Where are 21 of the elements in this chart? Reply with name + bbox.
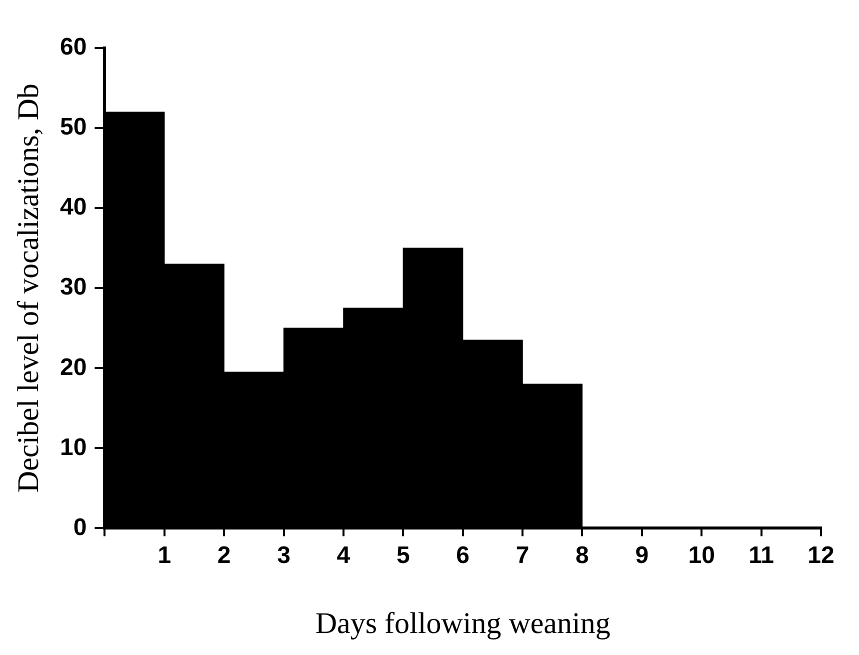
x-tick-label: 3 xyxy=(277,542,290,570)
y-tick-label: 30 xyxy=(60,274,87,301)
x-tick-label: 10 xyxy=(688,542,715,570)
x-tick-label: 11 xyxy=(748,542,774,570)
x-tick-label: 1 xyxy=(158,542,172,570)
y-tick-label: 10 xyxy=(60,434,87,461)
x-tick-label: 4 xyxy=(336,542,351,570)
y-axis-title: Decibel level of vocalizations, Db xyxy=(12,84,45,493)
x-tick-label: 8 xyxy=(576,542,589,570)
y-tick-label: 20 xyxy=(60,354,87,381)
y-tick-label: 60 xyxy=(60,34,87,61)
y-tick-label: 40 xyxy=(60,194,87,221)
x-tick-label: 6 xyxy=(456,542,470,570)
x-tick-label: 5 xyxy=(396,542,410,570)
x-tick-label: 2 xyxy=(217,542,231,570)
y-tick-label: 50 xyxy=(60,114,87,141)
x-tick-label: 12 xyxy=(808,542,834,570)
y-tick-label: 0 xyxy=(73,514,87,541)
x-axis-title: Days following weaning xyxy=(315,606,610,640)
x-tick-label: 9 xyxy=(635,542,649,570)
x-tick-label: 7 xyxy=(516,542,530,570)
